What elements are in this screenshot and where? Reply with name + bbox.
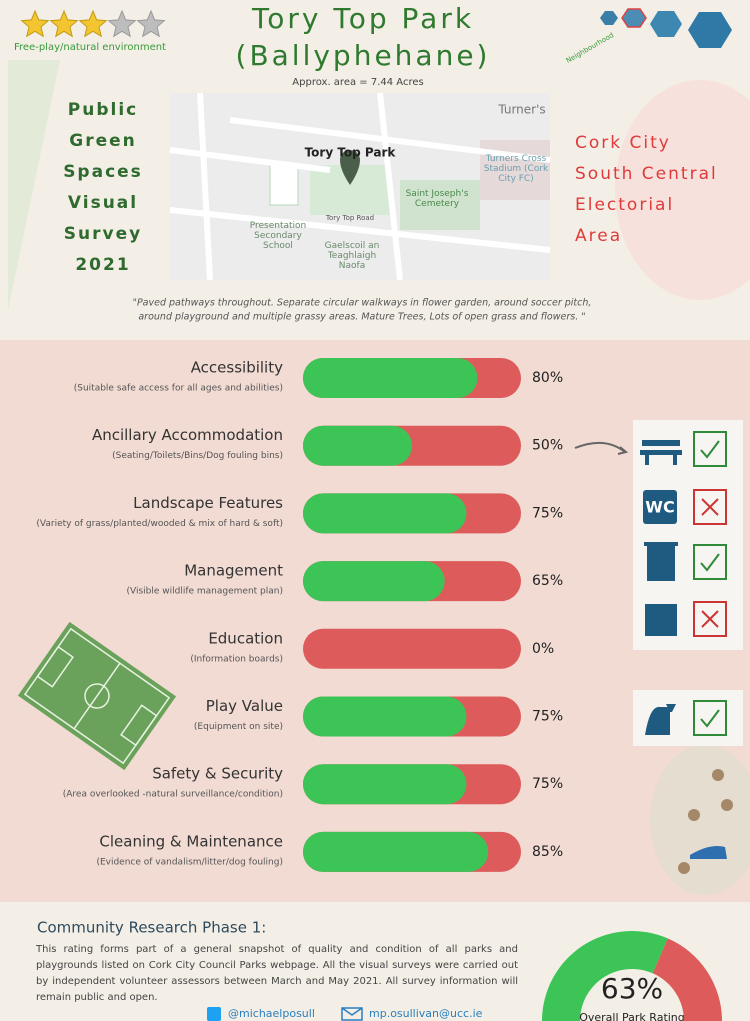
area-title: South Central (575, 164, 718, 184)
amenity-panel: WC (574, 420, 743, 746)
survey-title: Visual (68, 193, 138, 213)
rating-name: Play Value (206, 697, 283, 715)
quote: "Paved pathways throughout. Separate cir… (133, 298, 592, 309)
deco (615, 80, 750, 300)
map-label: Saint Joseph's Cemetery (406, 189, 469, 209)
rating-name: Cleaning & Maintenance (99, 832, 283, 850)
bar (303, 561, 445, 602)
rating-name: Landscape Features (133, 494, 283, 512)
bar (303, 696, 467, 737)
map-label: Turner's (497, 103, 545, 117)
bar (303, 764, 467, 805)
map-label: Turners Cross Stadium (Cork City FC) (484, 154, 549, 184)
email: mp.osullivan@ucc.ie (369, 1007, 483, 1020)
bar (303, 493, 467, 534)
rating-label: 85% (532, 844, 563, 860)
area-title: Area (575, 226, 622, 246)
rating-name: Management (184, 562, 283, 580)
area-title: Electorial (575, 195, 674, 215)
rating-label: 0% (532, 641, 554, 657)
area-title: Cork City (575, 133, 671, 153)
rating-name: Safety & Security (152, 765, 283, 783)
rating-label: 80% (532, 370, 563, 386)
title: (Ballyphehane) (236, 39, 491, 72)
deco (8, 60, 60, 310)
gauge-value (542, 930, 668, 1021)
rating-description: (Seating/Toilets/Bins/Dog fouling bins) (112, 451, 283, 461)
survey-title: Green (69, 131, 137, 151)
rating-description: (Area overlooked -natural surveillance/c… (63, 790, 283, 800)
map-label: Tory Top Road (325, 214, 374, 222)
survey-title: 2021 (75, 255, 130, 275)
bar (303, 831, 489, 872)
footer-text: This rating forms part of a general snap… (36, 944, 518, 1003)
rating-label: 50% (532, 438, 563, 454)
title: Tory Top Park (251, 2, 474, 35)
footer-heading: Community Research Phase 1: (37, 919, 266, 937)
survey-title: Public (68, 100, 138, 120)
map-label: Tory Top Park (305, 146, 397, 160)
svg-text:WC: WC (645, 498, 674, 517)
email-icon (341, 1007, 363, 1021)
map (169, 92, 551, 281)
rating-description: (Equipment on site) (194, 722, 283, 732)
rating-name: Education (208, 629, 283, 647)
hexagons (600, 8, 732, 48)
rating-label: 75% (532, 776, 563, 792)
map-label: Presentation Secondary School (250, 221, 307, 251)
stars (20, 9, 166, 38)
overall-label: 63% (601, 972, 663, 1005)
football-pitch (17, 621, 177, 771)
environment: Free-play/natural environment (14, 42, 166, 53)
rating-description: (Evidence of vandalism/litter/dog foulin… (96, 857, 283, 867)
star (49, 9, 79, 38)
rating-description: (Variety of grass/planted/wooded & mix o… (36, 519, 283, 529)
bar (303, 358, 478, 398)
star (78, 9, 108, 38)
survey-title: Spaces (63, 162, 143, 182)
quote: around playground and multiple grassy ar… (138, 312, 585, 323)
bar-track (303, 628, 521, 669)
footer-text-box: This rating forms part of a general snap… (36, 944, 518, 1003)
rating-label: 65% (532, 573, 563, 589)
twitter: @michaelposull (228, 1007, 315, 1020)
paw-prints (678, 769, 733, 874)
rating-label: 75% (532, 709, 563, 725)
star (20, 9, 50, 38)
rating-label: 75% (532, 505, 563, 521)
star (136, 9, 166, 38)
rating-description: (Suitable safe access for all ages and a… (74, 384, 283, 394)
gauge-rest (652, 938, 722, 1021)
rating-description: (Visible wildlife management plan) (126, 587, 283, 597)
rating-description: (Information boards) (190, 654, 283, 664)
rating-name: Accessibility (191, 359, 283, 377)
area: Approx. area = 7.44 Acres (292, 77, 423, 88)
overall-caption: Overall Park Rating (579, 1011, 685, 1021)
survey-title: Survey (64, 224, 142, 244)
twitter-icon (207, 1007, 221, 1021)
rating-name: Ancillary Accommodation (92, 426, 283, 444)
bar (303, 425, 412, 466)
star (107, 9, 137, 38)
map-label: Gaelscoil an Teaghlaigh Naofa (325, 241, 380, 271)
